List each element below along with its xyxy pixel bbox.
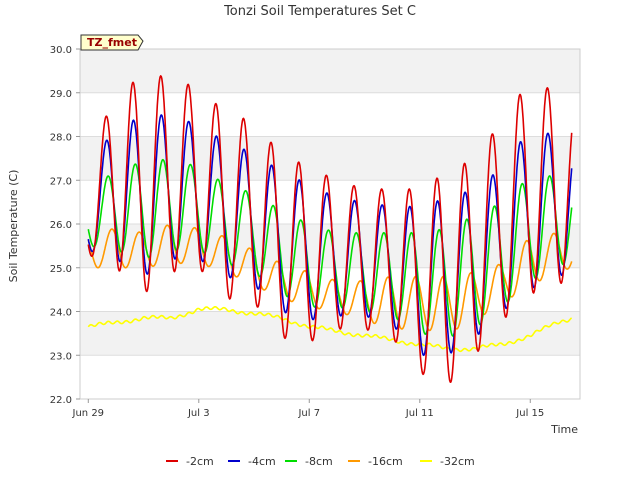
background-band [80,49,580,93]
series-line-minus-2cm [87,75,573,384]
legend-item: -16cm [348,455,403,468]
site-tag-label: TZ_fmet [87,36,137,49]
y-axis-label: Soil Temperature (C) [7,170,20,283]
legend-item: -32cm [420,455,475,468]
y-tick-label: 23.0 [50,351,72,362]
legend: -2cm -4cm -8cm -16cm -32cm [166,455,475,468]
y-tick-label: 29.0 [50,89,72,100]
series-lines [87,75,573,384]
series-line-minus-16cm [87,224,573,332]
site-tag-box [80,34,144,51]
y-tick-label: 25.0 [50,264,72,275]
legend-label: -16cm [368,455,403,468]
x-axis-label: Time [550,423,578,436]
x-tick-label: Jul 7 [297,408,320,419]
legend-label: -4cm [248,455,276,468]
background-band [80,311,580,356]
y-tick-label: 30.0 [50,45,72,56]
legend-item: -4cm [228,455,276,468]
x-tick-label: Jul 3 [187,408,210,419]
y-tick-label: 22.0 [50,395,72,406]
x-tick-label: Jun 29 [72,408,105,419]
legend-item: -2cm [166,455,214,468]
series-line-minus-32cm [87,305,573,353]
legend-label: -8cm [305,455,333,468]
x-tick-label: Jul 15 [515,408,544,419]
y-tick-label: 26.0 [50,220,72,231]
legend-label: -32cm [440,455,475,468]
y-tick-label: 28.0 [50,133,72,144]
chart-title: Tonzi Soil Temperatures Set C [223,4,416,19]
x-axis-ticks: Jun 29 Jul 3 Jul 7 Jul 11 Jul 15 [72,399,544,419]
y-tick-label: 27.0 [50,176,72,187]
site-tag: TZ_fmet [80,34,144,51]
y-axis-ticks: 22.0 23.0 24.0 25.0 26.0 27.0 28.0 29.0 30.0 [50,45,80,406]
legend-label: -2cm [186,455,214,468]
legend-item: -8cm [285,455,333,468]
x-tick-label: Jul 11 [405,408,434,419]
y-tick-label: 24.0 [50,308,72,319]
